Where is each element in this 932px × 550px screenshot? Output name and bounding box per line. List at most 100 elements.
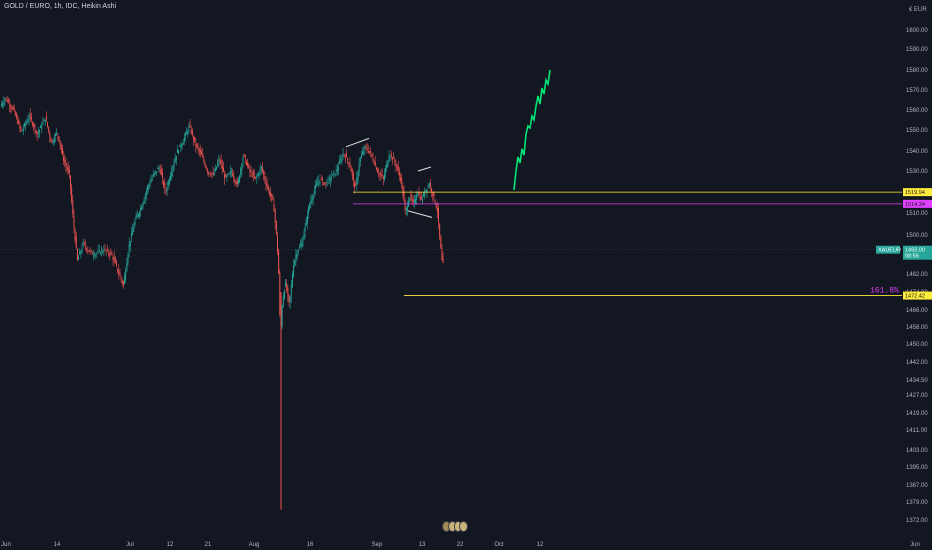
candle-body <box>249 169 251 172</box>
candle-body <box>187 130 189 135</box>
candle-body <box>152 174 154 177</box>
candle-body <box>38 129 40 133</box>
candle-body <box>289 296 291 303</box>
candle-body <box>41 126 43 130</box>
current-price-value: 1493.00 <box>905 248 925 254</box>
candle-body <box>356 177 358 186</box>
candle-body <box>191 130 193 135</box>
fib-label: 161.8% <box>870 287 899 296</box>
symbol-tag-bg <box>876 245 900 254</box>
candle-body <box>229 171 231 173</box>
level-tag-3-bg <box>903 291 932 300</box>
candle-body <box>302 240 304 247</box>
candle-body <box>425 189 427 193</box>
candle-body <box>190 129 192 134</box>
candle-body <box>373 161 375 165</box>
candle-body <box>339 161 341 165</box>
candle-body <box>392 158 393 160</box>
candle-body <box>402 185 404 195</box>
candle-body <box>233 176 235 179</box>
candle-body <box>290 285 292 297</box>
candle-body <box>282 296 284 307</box>
candle-body <box>433 191 435 197</box>
candle-body <box>167 181 169 186</box>
candle-body <box>328 177 330 179</box>
candle-body <box>385 168 387 174</box>
candle-body <box>362 152 364 155</box>
candle-body <box>420 196 422 200</box>
candle-body <box>9 104 11 106</box>
candle-body <box>378 172 380 175</box>
candle-body <box>431 189 433 193</box>
candle-body <box>295 254 297 260</box>
candle-body <box>186 131 188 135</box>
candle-body <box>91 253 93 255</box>
candle-body <box>71 188 73 202</box>
candle-body <box>288 294 290 302</box>
candle-body <box>401 177 403 184</box>
candle-body <box>105 250 107 251</box>
candle-body <box>365 146 367 148</box>
candle-body <box>442 258 444 264</box>
candle-body <box>104 248 106 250</box>
candle-body <box>326 183 328 186</box>
candle-body <box>150 180 152 183</box>
candle-body <box>413 199 415 203</box>
candle-body <box>213 172 215 176</box>
candle-body <box>20 127 22 131</box>
candle-body <box>90 250 92 251</box>
candle-body <box>116 262 117 266</box>
x-tick-label: Aug <box>249 542 260 548</box>
level-tag-3: 1472.42 <box>905 294 925 300</box>
candle-body <box>316 184 318 187</box>
candle-body <box>188 126 190 129</box>
candle-body <box>367 151 369 153</box>
candle-body <box>15 114 17 118</box>
candle-body <box>164 182 166 189</box>
candle-body <box>118 271 120 274</box>
candle-body <box>256 176 258 179</box>
x-tick-label: 16 <box>307 542 314 548</box>
candle-body <box>96 253 98 254</box>
candle-body <box>411 198 413 201</box>
candle-body <box>382 176 384 179</box>
candle-body <box>329 179 331 181</box>
candle-body <box>309 203 311 210</box>
candle-body <box>74 230 76 241</box>
candle-body <box>263 170 265 175</box>
candle-body <box>226 176 228 178</box>
candle-body <box>12 106 14 109</box>
y-tick-label: 1482.00 <box>906 272 928 278</box>
candle-body <box>416 195 418 200</box>
candle-body <box>357 171 359 181</box>
candle-body <box>34 124 36 128</box>
candle-body <box>235 181 237 185</box>
candle-body <box>144 194 146 199</box>
candle-body <box>199 150 201 153</box>
candle-body <box>68 169 70 174</box>
x-tick-label: 12 <box>537 542 544 548</box>
candle-body <box>143 199 145 204</box>
candle-body <box>19 124 21 128</box>
candle-body <box>342 153 344 157</box>
candle-body <box>120 276 122 280</box>
candle-body <box>323 183 324 185</box>
candle-body <box>22 128 24 131</box>
candle-body <box>67 167 69 171</box>
candle-body <box>114 259 116 263</box>
candle-body <box>426 189 428 192</box>
candle-body <box>141 206 143 211</box>
candle-body <box>271 193 273 197</box>
candle-body <box>305 219 307 226</box>
candle-body <box>72 200 74 215</box>
candle-body <box>319 181 321 183</box>
candle-body <box>370 150 372 153</box>
candle-body <box>260 166 262 169</box>
replay-icons[interactable] <box>442 521 468 532</box>
symbol-title[interactable]: GOLD / EURO, 1h, IDC, Heikin Ashi <box>4 3 117 10</box>
candle-body <box>112 257 114 260</box>
candle-body <box>135 216 137 220</box>
candle-body <box>265 181 267 185</box>
